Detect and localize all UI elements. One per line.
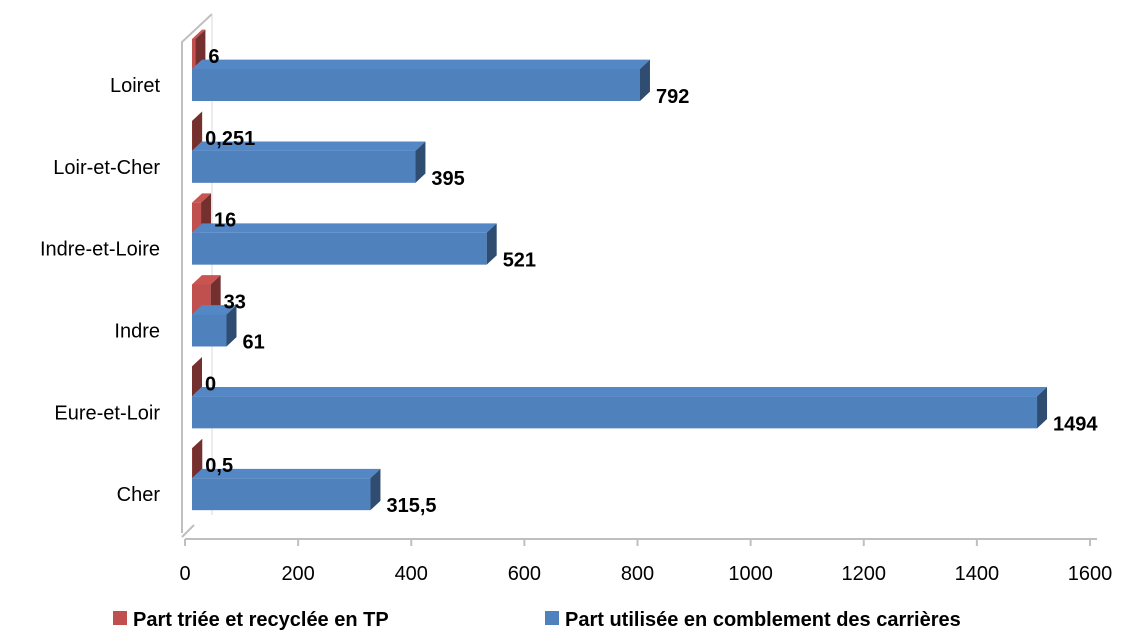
- bar-backfill-side: [415, 141, 426, 183]
- chart-labels: Cher 0,5 315,5 Eure-et-Loir 0 1494 Indre 33 61 In…: [40, 46, 1098, 517]
- bar-backfill-side: [639, 59, 650, 101]
- category-label: Loir-et-Cher: [53, 157, 160, 179]
- x-tick-label: 1400: [955, 563, 1000, 585]
- bar-backfill-front: [192, 478, 371, 511]
- legend-swatch-recycled: [113, 611, 127, 625]
- legend-swatch-backfill: [545, 611, 559, 625]
- x-tick-label: 400: [395, 563, 428, 585]
- chart-bars: [192, 29, 1048, 511]
- bar-backfill-front: [192, 396, 1038, 429]
- x-tick-label: 1600: [1068, 563, 1113, 585]
- bar-recycled: [192, 193, 212, 233]
- bar-recycled: [192, 357, 202, 397]
- data-label-backfill: 1494: [1053, 413, 1098, 435]
- bar-recycled-side: [201, 193, 212, 233]
- bar-recycled: [192, 29, 206, 70]
- bar-recycled: [192, 111, 203, 151]
- bar-recycled-front: [192, 39, 196, 69]
- x-tick-label: 1200: [842, 563, 887, 585]
- x-tick-label: 200: [281, 563, 314, 585]
- bar-recycled-top: [192, 438, 203, 449]
- x-tick-label: 0: [179, 563, 190, 585]
- bar-recycled-front: [192, 202, 202, 233]
- legend-label-recycled: Part triée et recyclée en TP: [133, 609, 389, 631]
- bar-backfill-side: [486, 223, 497, 265]
- data-label-recycled: 0,251: [205, 128, 255, 150]
- data-label-recycled: 0,5: [205, 455, 233, 477]
- data-label-recycled: 33: [224, 292, 246, 314]
- bar-recycled-side: [195, 29, 206, 70]
- bar-backfill-side: [1037, 387, 1048, 429]
- bar-backfill-top: [192, 468, 381, 479]
- data-label-backfill: 521: [503, 250, 536, 272]
- x-tick-label: 1000: [728, 563, 773, 585]
- bar-backfill-top: [192, 141, 426, 151]
- data-label-recycled: 16: [214, 210, 236, 232]
- bar-backfill: [192, 59, 650, 101]
- bar-backfill: [192, 141, 426, 183]
- category-label: Cher: [117, 484, 161, 506]
- bar-backfill-front: [192, 69, 640, 101]
- bar-backfill: [192, 223, 497, 265]
- x-tick-label: 600: [508, 563, 541, 585]
- chart-legend: Part triée et recyclée en TP Part utilisé…: [113, 609, 961, 631]
- data-label-backfill: 792: [656, 86, 689, 108]
- bar-recycled-top: [192, 111, 203, 121]
- bar-recycled-side: [192, 111, 203, 151]
- category-label: Indre-et-Loire: [40, 239, 160, 261]
- bar-recycled-top: [192, 275, 221, 285]
- bar-backfill-front: [192, 232, 487, 265]
- bar-backfill-top: [192, 387, 1048, 397]
- bar-backfill-top: [192, 223, 497, 233]
- data-label-backfill: 315,5: [386, 495, 436, 517]
- bar-recycled-top: [192, 29, 206, 39]
- bar-backfill: [192, 387, 1048, 429]
- bar-backfill: [192, 468, 381, 511]
- bar-backfill: [192, 305, 237, 347]
- bar-backfill-side: [370, 468, 381, 511]
- x-tick-label: 800: [621, 563, 654, 585]
- data-label-recycled: 6: [208, 46, 219, 68]
- bar-backfill-top: [192, 305, 237, 315]
- chart-axes: 0 200 400 600 800 1000 1200 1400 1600: [179, 13, 1113, 585]
- bar-recycled: [192, 438, 203, 479]
- axis-wall: [181, 13, 213, 533]
- data-label-backfill: 395: [431, 168, 464, 190]
- category-label: Loiret: [110, 75, 160, 97]
- bar-recycled-top: [192, 193, 212, 203]
- bar-recycled-side: [210, 275, 221, 315]
- category-label: Indre: [114, 320, 160, 342]
- data-label-backfill: 61: [243, 332, 265, 354]
- bar-backfill-top: [192, 59, 650, 69]
- bar-recycled-side: [192, 357, 202, 397]
- data-label-recycled: 0: [205, 373, 216, 395]
- legend-label-backfill: Part utilisée en comblement des carrière…: [565, 609, 961, 631]
- bar-backfill-side: [226, 305, 237, 347]
- axis-floor: [181, 524, 195, 538]
- category-label: Eure-et-Loir: [54, 402, 160, 424]
- bar-recycled-side: [192, 438, 203, 479]
- bar-backfill-front: [192, 314, 227, 347]
- bar-backfill-front: [192, 150, 416, 183]
